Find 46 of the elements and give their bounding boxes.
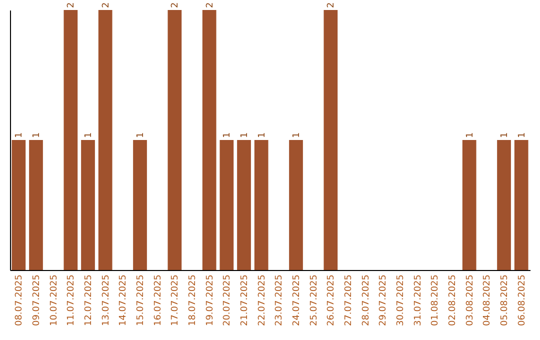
x-tick-label: 24.07.2025 (292, 274, 302, 326)
x-tick-label: 28.07.2025 (361, 274, 372, 326)
x-tick-label: 27.07.2025 (344, 274, 354, 326)
x-tick-label: 25.07.2025 (309, 274, 320, 326)
x-tick-label: 03.08.2025 (465, 274, 476, 326)
x-tick-label: 06.08.2025 (517, 274, 528, 326)
data-label: 1 (222, 132, 233, 138)
x-tick-label: 08.07.2025 (14, 274, 25, 326)
x-tick-label: 14.07.2025 (118, 274, 129, 326)
x-tick-label: 20.07.2025 (222, 274, 233, 326)
x-tick-label: 02.08.2025 (448, 274, 458, 326)
x-tick-label: 17.07.2025 (170, 274, 181, 326)
x-tick-label: 09.07.2025 (32, 274, 42, 326)
x-tick-label: 21.07.2025 (240, 274, 250, 326)
x-tick-label: 16.07.2025 (153, 274, 164, 326)
x-tick-label: 12.07.2025 (84, 274, 94, 326)
data-label: 1 (136, 132, 146, 138)
data-label: 2 (101, 2, 112, 8)
x-tick-label: 22.07.2025 (257, 274, 268, 326)
data-label: 1 (517, 132, 528, 138)
data-label: 2 (326, 2, 337, 8)
x-tick-label: 26.07.2025 (326, 274, 337, 326)
data-label: 1 (240, 132, 250, 138)
data-label: 2 (170, 2, 181, 8)
data-label: 1 (292, 132, 302, 138)
x-tick-label: 04.08.2025 (482, 274, 493, 326)
x-tick-label: 05.08.2025 (500, 274, 510, 326)
x-tick-label: 23.07.2025 (274, 274, 285, 326)
data-label: 2 (66, 2, 77, 8)
data-label: 1 (14, 132, 25, 138)
x-tick-label: 11.07.2025 (66, 274, 77, 326)
x-tick-label: 10.07.2025 (49, 274, 60, 326)
x-tick-label: 30.07.2025 (396, 274, 406, 326)
data-label: 1 (257, 132, 268, 138)
data-label: 1 (32, 132, 42, 138)
x-tick-label: 19.07.2025 (205, 274, 216, 326)
x-tick-label: 15.07.2025 (136, 274, 146, 326)
data-label: 1 (465, 132, 476, 138)
data-label: 1 (84, 132, 94, 138)
x-tick-label: 29.07.2025 (378, 274, 389, 326)
x-tick-label: 13.07.2025 (101, 274, 112, 326)
x-tick-label: 31.07.2025 (413, 274, 424, 326)
x-tick-label: 01.08.2025 (430, 274, 441, 326)
data-label: 2 (205, 2, 216, 8)
x-tick-label: 18.07.2025 (188, 274, 198, 326)
data-label: 1 (500, 132, 510, 138)
